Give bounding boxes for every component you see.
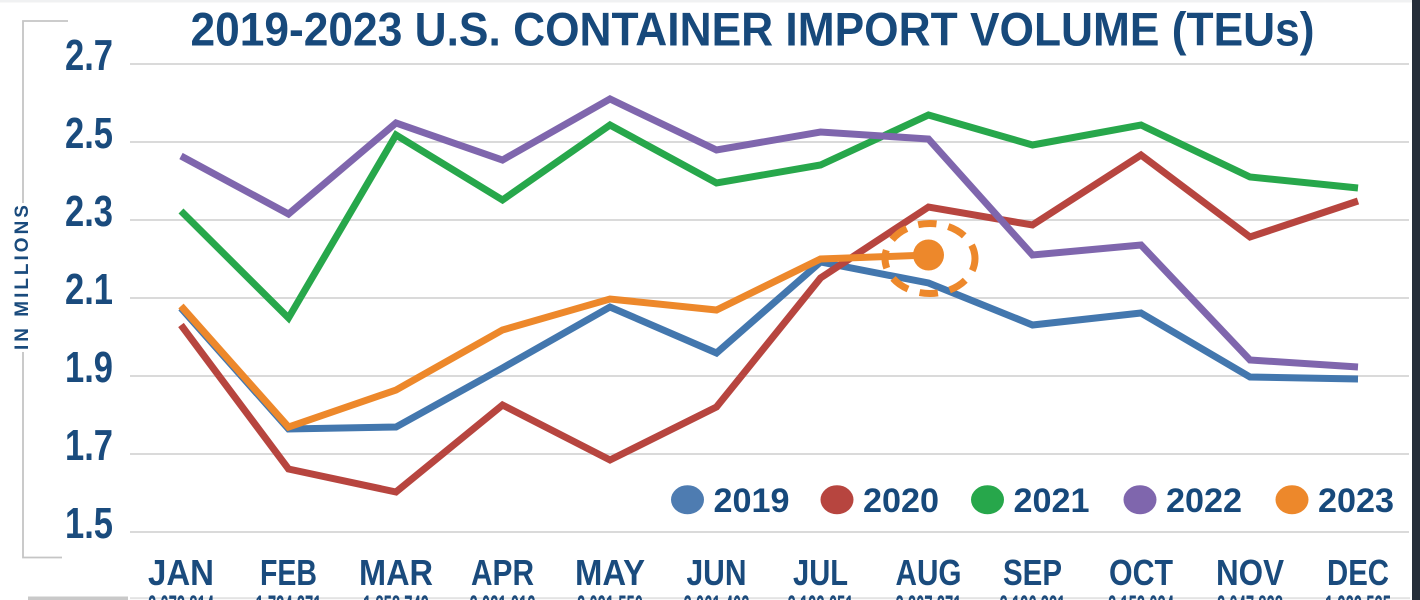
svg-text:2,021,012: 2,021,012 — [470, 590, 536, 600]
svg-text:1.5: 1.5 — [65, 499, 113, 548]
svg-text:2,091,550: 2,091,550 — [577, 590, 643, 600]
svg-text:MAY: MAY — [575, 552, 645, 593]
svg-text:SEP: SEP — [1003, 552, 1062, 593]
svg-text:2,047,828: 2,047,828 — [1217, 590, 1283, 600]
svg-text:JUN: JUN — [687, 552, 747, 593]
svg-text:OCT: OCT — [1109, 552, 1173, 593]
svg-text:1.7: 1.7 — [65, 421, 113, 470]
svg-text:IN MILLIONS: IN MILLIONS — [12, 205, 33, 350]
svg-text:DEC: DEC — [1327, 552, 1389, 593]
svg-text:1,734,271: 1,734,271 — [256, 590, 322, 600]
svg-text:2.5: 2.5 — [65, 109, 113, 158]
svg-text:1,929,535: 1,929,535 — [1325, 590, 1391, 600]
svg-text:2022: 2022 — [1166, 482, 1242, 520]
svg-text:2023: 2023 — [1318, 482, 1394, 520]
svg-text:2,073,814: 2,073,814 — [148, 590, 214, 600]
svg-text:2,153,034: 2,153,034 — [1108, 590, 1174, 600]
svg-text:2020: 2020 — [863, 482, 939, 520]
svg-text:2,061,402: 2,061,402 — [684, 590, 750, 600]
svg-text:2,207,271: 2,207,271 — [896, 590, 962, 600]
svg-text:2,196,331: 2,196,331 — [1000, 590, 1066, 600]
svg-text:1,858,749: 1,858,749 — [363, 590, 429, 600]
svg-text:JUL: JUL — [793, 552, 848, 593]
svg-text:2,193,651: 2,193,651 — [788, 590, 854, 600]
svg-text:MAR: MAR — [359, 552, 433, 593]
svg-text:2021: 2021 — [1014, 482, 1090, 520]
svg-text:2.7: 2.7 — [65, 31, 113, 80]
svg-text:2019: 2019 — [714, 482, 790, 520]
svg-text:2.3: 2.3 — [65, 187, 113, 236]
svg-text:FEB: FEB — [260, 552, 317, 593]
svg-text:APR: APR — [471, 552, 534, 593]
svg-text:JAN: JAN — [148, 552, 214, 593]
svg-text:1.9: 1.9 — [65, 343, 113, 392]
svg-text:2019-2023 U.S. CONTAINER IMPOR: 2019-2023 U.S. CONTAINER IMPORT VOLUME (… — [191, 3, 1315, 56]
svg-text:AUG: AUG — [896, 552, 962, 593]
svg-text:2.1: 2.1 — [65, 265, 113, 314]
svg-text:NOV: NOV — [1216, 552, 1284, 593]
